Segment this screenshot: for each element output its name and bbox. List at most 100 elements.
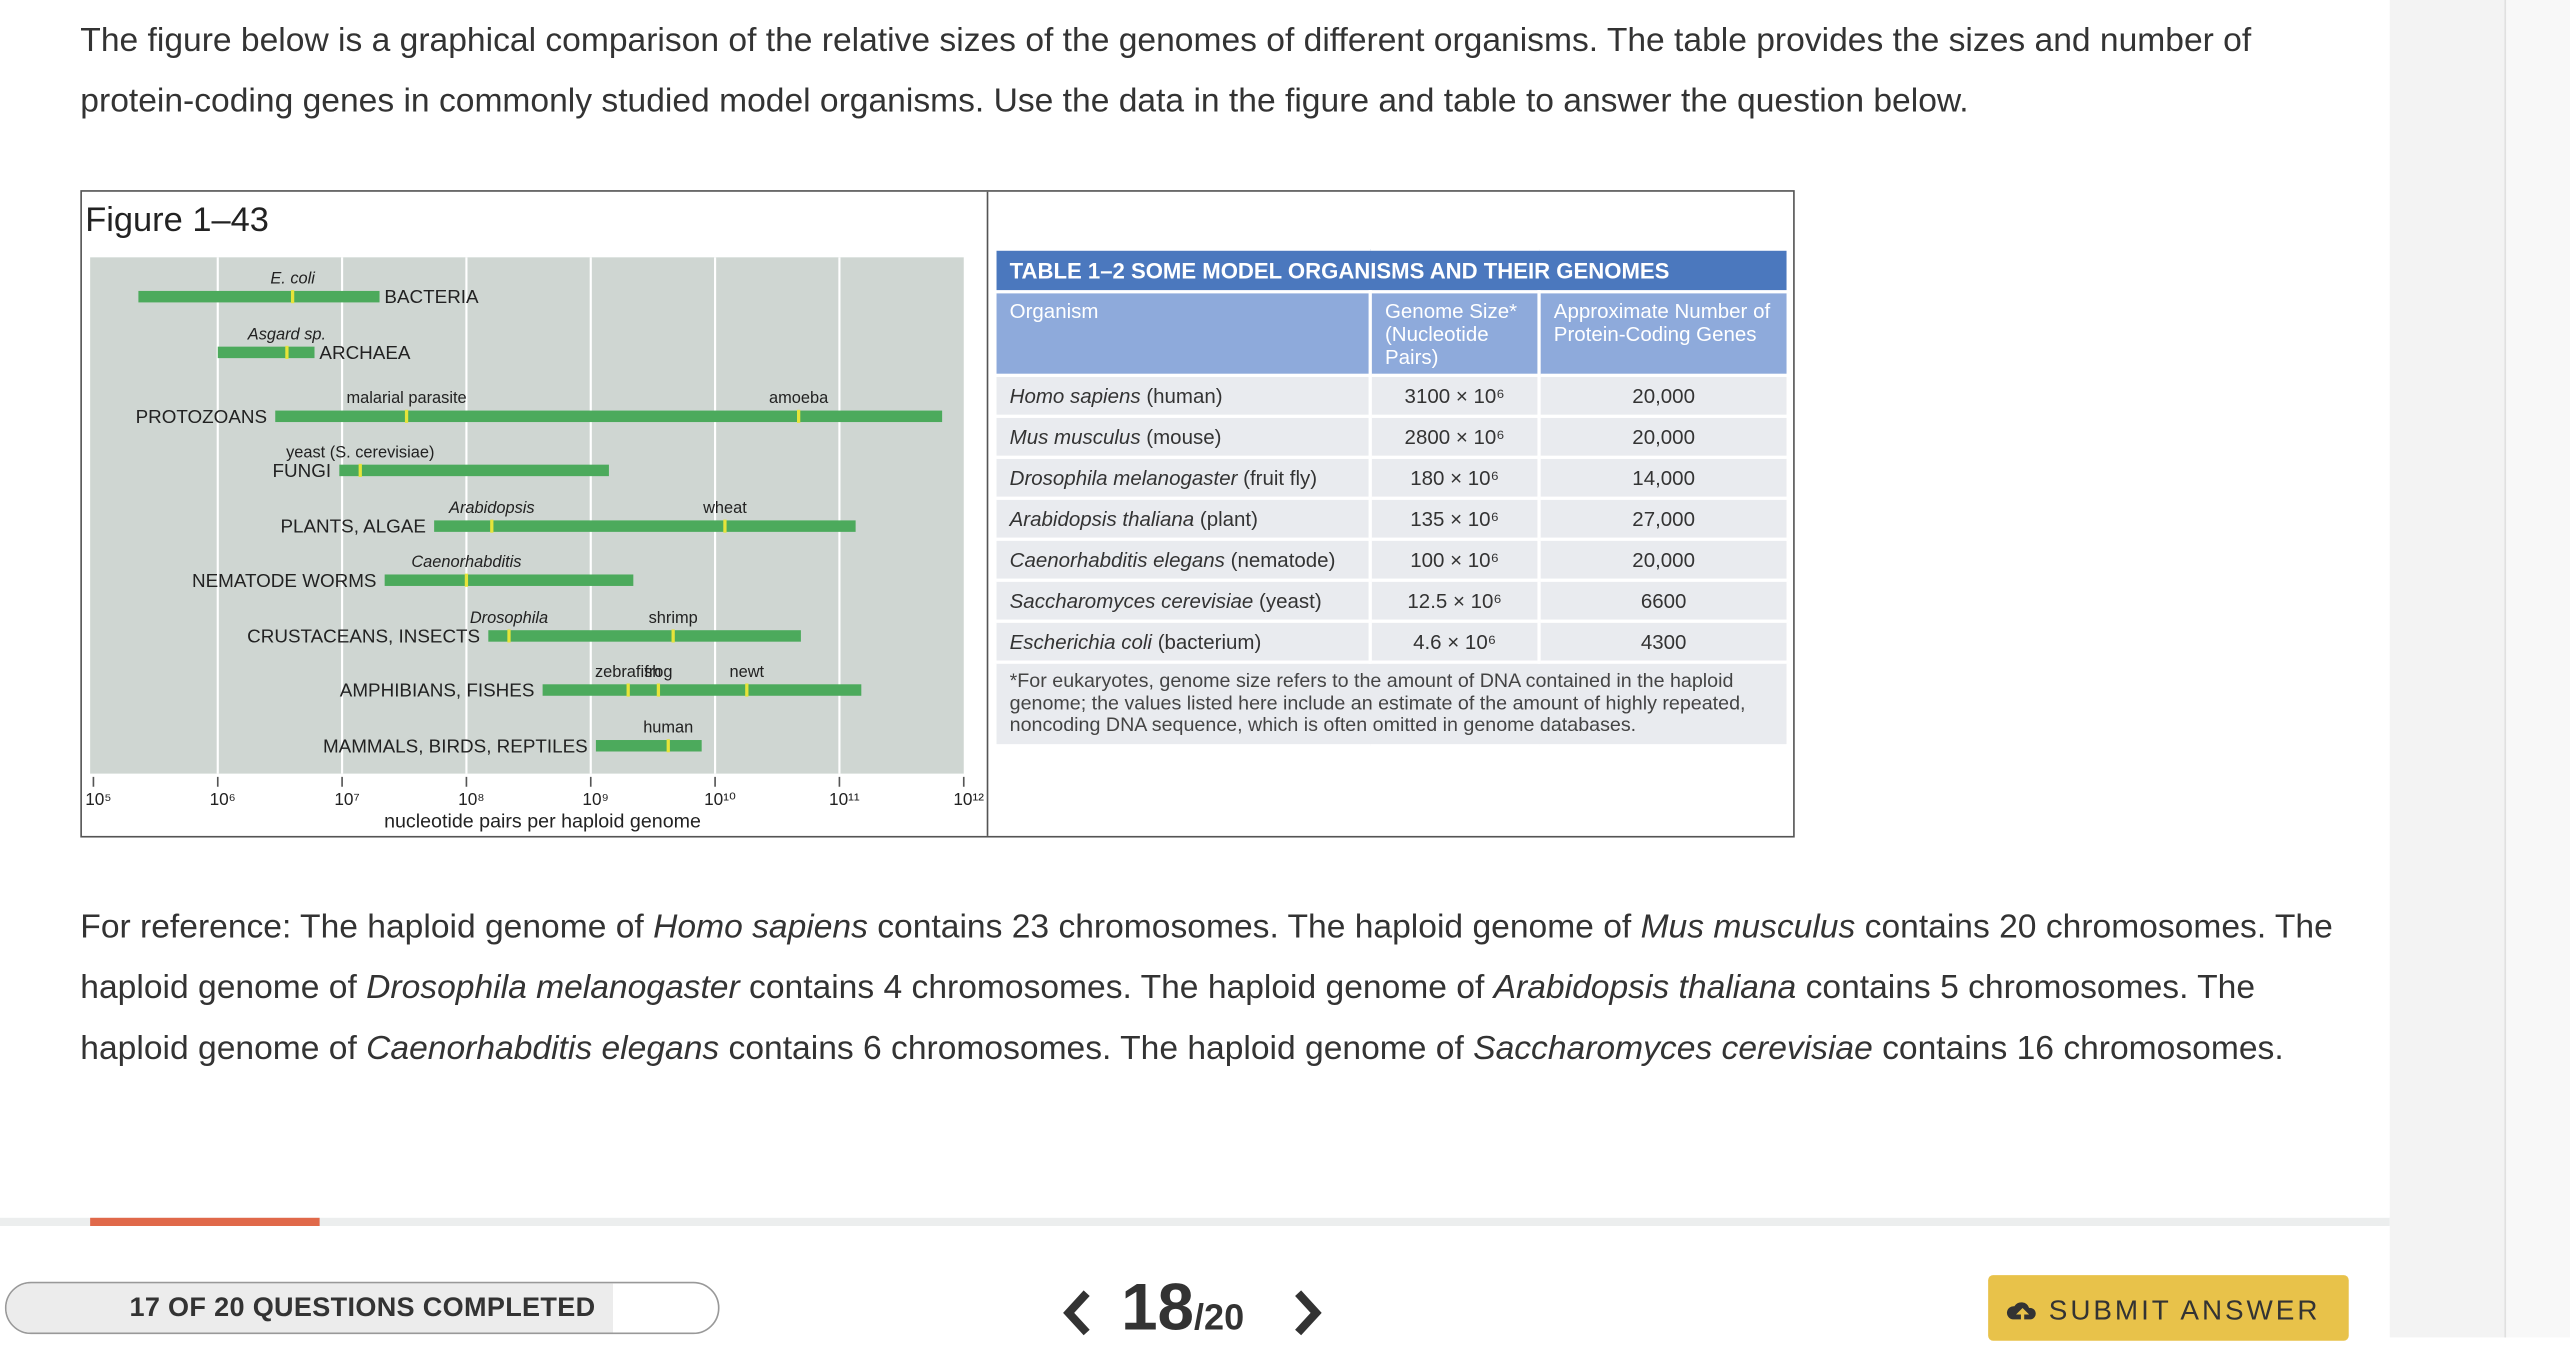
group-label: CRUSTACEANS, INSECTS <box>247 625 480 646</box>
table-footnote-row: *For eukaryotes, genome size refers to t… <box>993 660 1790 747</box>
table-row: Mus musculus (mouse) 2800 × 10⁶ 20,000 <box>993 414 1790 459</box>
range-bar <box>339 464 609 477</box>
table-header: Organism <box>993 290 1372 377</box>
organism-cell: Arabidopsis thaliana (plant) <box>993 496 1372 541</box>
reference-text: For reference: The haploid genome of Hom… <box>80 897 2342 1079</box>
figure-panel: 10⁵ 10⁶ 10⁷ 10⁸ 10⁹ 10¹⁰ 10¹¹ 10¹² nucleotide pa… <box>80 190 1795 838</box>
table-row: Caenorhabditis elegans (nematode) 100 × 1… <box>993 537 1790 582</box>
x-tick-label: 10⁶ <box>210 789 236 809</box>
x-tick-label: 10⁷ <box>334 789 359 809</box>
reference-segment: Drosophila melanogaster <box>366 968 740 1007</box>
organism-cell: Escherichia coli (bacterium) <box>993 619 1372 664</box>
genome-size-cell: 4.6 × 10⁶ <box>1368 619 1541 664</box>
x-tick-label: 10¹² <box>953 789 984 809</box>
reference-segment: Caenorhabditis elegans <box>366 1029 720 1068</box>
submit-label: SUBMIT ANSWER <box>2048 1294 2321 1326</box>
range-bar <box>434 520 856 532</box>
group-label: NEMATODE WORMS <box>192 570 376 591</box>
organism-label: amoeba <box>769 389 829 407</box>
common-name: (human) <box>1146 384 1223 408</box>
figure-title: Figure 1–43 <box>85 201 269 240</box>
common-name: (plant) <box>1199 507 1258 531</box>
range-bar <box>384 574 634 586</box>
x-tick-label: 10¹¹ <box>829 789 860 809</box>
question-counter: 18/20 <box>1121 1272 1244 1346</box>
species-name: Saccharomyces cerevisiae <box>1009 589 1254 613</box>
species-name: Arabidopsis thaliana <box>1009 507 1195 531</box>
table-row: Saccharomyces cerevisiae (yeast) 12.5 × 1… <box>993 578 1790 623</box>
species-name: Escherichia coli <box>1009 630 1152 654</box>
table-footnote: *For eukaryotes, genome size refers to t… <box>993 660 1790 747</box>
intro-text: The figure below is a graphical comparis… <box>80 21 2252 120</box>
group-label: PROTOZOANS <box>136 406 267 427</box>
common-name: (mouse) <box>1146 425 1222 449</box>
organism-cell: Homo sapiens (human) <box>993 373 1372 418</box>
species-name: Caenorhabditis elegans <box>1009 548 1225 572</box>
genome-size-cell: 12.5 × 10⁶ <box>1368 578 1541 623</box>
gene-count-cell: 27,000 <box>1537 496 1790 541</box>
species-name: Mus musculus <box>1009 425 1141 449</box>
genome-size-cell: 3100 × 10⁶ <box>1368 373 1541 418</box>
range-bar <box>217 346 315 359</box>
x-tick-label: 10¹⁰ <box>704 789 736 809</box>
organism-label: Caenorhabditis <box>411 553 521 571</box>
organism-label: zebrafish <box>595 663 661 681</box>
reference-segment: Homo sapiens <box>653 908 868 946</box>
gene-count-cell: 6600 <box>1537 578 1790 623</box>
reference-segment: contains 23 chromosomes. The haploid gen… <box>867 908 1641 946</box>
organism-label: yeast (S. cerevisiae) <box>286 443 434 461</box>
range-bar <box>595 740 702 752</box>
organism-label: Asgard sp. <box>247 325 326 343</box>
organism-cell: Mus musculus (mouse) <box>993 414 1372 459</box>
reference-segment: Arabidopsis thaliana <box>1493 968 1797 1007</box>
gene-count-cell: 20,000 <box>1537 373 1790 418</box>
organism-label: newt <box>730 663 765 681</box>
organism-cell: Drosophila melanogaster (fruit fly) <box>993 455 1372 500</box>
upload-icon <box>2006 1302 2036 1323</box>
organism-label: human <box>643 719 693 737</box>
table-header: Genome Size* (Nucleotide Pairs) <box>1368 290 1541 377</box>
reference-segment: contains 16 chromosomes. <box>1872 1029 2284 1068</box>
organism-cell: Caenorhabditis elegans (nematode) <box>993 537 1372 582</box>
range-bar <box>542 684 862 696</box>
x-tick-label: 10⁹ <box>582 789 608 809</box>
scrollbar <box>2504 0 2570 1338</box>
x-tick-label: 10⁵ <box>85 789 111 809</box>
common-name: (bacterium) <box>1157 630 1262 654</box>
group-label: BACTERIA <box>384 286 479 307</box>
side-panel <box>2389 0 2505 1338</box>
figure-divider <box>986 191 989 836</box>
genome-size-cell: 100 × 10⁶ <box>1368 537 1541 582</box>
reference-segment: contains 20 chromosomes. The haploid gen… <box>80 908 2333 1007</box>
reference-segment: contains 6 chromosomes. The haploid geno… <box>719 1029 1474 1068</box>
range-bar <box>275 410 943 423</box>
prev-button[interactable] <box>1057 1288 1100 1337</box>
organism-label: Drosophila <box>470 609 548 627</box>
range-bar <box>138 290 380 303</box>
submit-button[interactable]: SUBMIT ANSWER <box>1988 1275 2349 1341</box>
organism-label: frog <box>644 663 672 681</box>
table-row: Escherichia coli (bacterium) 4.6 × 10⁶ 430… <box>993 619 1790 664</box>
reference-segment: contains 5 chromosomes. The haploid geno… <box>80 968 2256 1068</box>
x-axis-label: nucleotide pairs per haploid genome <box>384 811 701 833</box>
common-name: (fruit fly) <box>1243 466 1318 490</box>
group-label: MAMMALS, BIRDS, REPTILES <box>323 735 588 756</box>
genome-table: TABLE 1–2 SOME MODEL ORGANISMS AND THEIR… <box>993 247 1790 747</box>
next-button[interactable] <box>1285 1288 1328 1337</box>
group-label: ARCHAEA <box>319 342 410 363</box>
table-row: Drosophila melanogaster (fruit fly) 180 ×… <box>993 455 1790 500</box>
group-label: PLANTS, ALGAE <box>280 516 425 537</box>
organism-label: malarial parasite <box>346 389 466 407</box>
gene-count-cell: 20,000 <box>1537 537 1790 582</box>
reference-segment: For reference: The haploid genome of <box>80 908 654 946</box>
current-question: 18 <box>1121 1271 1195 1345</box>
organism-label: wheat <box>702 499 747 517</box>
common-name: (yeast) <box>1259 589 1322 613</box>
group-label: AMPHIBIANS, FISHES <box>340 680 535 701</box>
progress-label: 17 OF 20 QUESTIONS COMPLETED <box>129 1293 596 1323</box>
group-label: FUNGI <box>273 460 332 481</box>
table-header: Approximate Number of Protein-Coding Gen… <box>1537 290 1790 377</box>
